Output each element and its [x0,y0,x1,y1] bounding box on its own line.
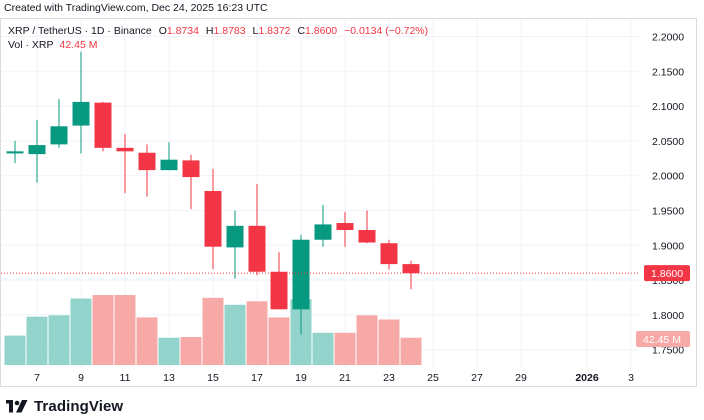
chart-frame [0,18,697,387]
axis-tags: 1.8600 42.45 M [636,265,690,347]
candle-body [270,271,288,310]
open-label: O [158,25,167,37]
volume-bar [4,335,26,365]
candle-body [248,225,266,272]
open-value: 1.8734 [166,25,199,37]
low-value: 1.8372 [258,25,291,37]
price-axis-tick: 1.9000 [652,240,684,252]
candle-body [182,160,200,178]
volume-bar [114,295,136,365]
volume-tag-label: 42.45 M [643,334,681,346]
last-price-tag-label: 1.8600 [651,268,683,280]
volume-bar [158,337,180,365]
volume-bar [356,315,378,365]
volume-bar [246,301,268,365]
candle-body [226,225,244,248]
candle-body [6,151,24,154]
candle-body [138,152,156,171]
time-axis-tick: 9 [78,372,84,384]
candle-body [314,224,332,240]
volume-bar [92,295,114,365]
volume-bar [312,332,334,365]
time-axis-tick: 21 [339,372,351,384]
ohlc-row: XRP / TetherUS · 1D · Binance O1.8734 H1… [8,24,428,38]
time-axis-tick: 2026 [575,372,599,384]
tradingview-logo[interactable]: TradingView [6,398,123,415]
volume-bar [378,319,400,365]
volume-bar [26,316,48,365]
price-axis-tick: 1.7500 [652,345,684,357]
price-axis[interactable]: 2.2000 2.1500 2.1000 2.0500 2.0000 1.9500 1.90… [652,32,684,357]
time-axis-tick: 11 [120,372,131,384]
price-axis-tick: 2.0000 [652,171,684,183]
last-price-tag [644,265,690,282]
chart-legend: XRP / TetherUS · 1D · Binance O1.8734 H1… [8,24,428,52]
time-axis[interactable]: 7 9 11 13 15 17 19 21 23 25 27 29 2026 3 [34,372,634,384]
close-label: C [297,25,306,37]
volume-bar [70,298,92,365]
time-axis-tick: 15 [207,372,219,384]
price-axis-tick: 1.8000 [652,310,684,322]
time-axis-tick: 25 [427,372,439,384]
candle-body [204,191,222,247]
candle-body [116,147,134,152]
candle-body [336,223,354,230]
candle-body [160,159,178,171]
tradingview-wordmark: TradingView [34,398,124,415]
high-label: H [205,25,214,37]
high-value: 1.8783 [213,25,246,37]
volume-bar [202,297,224,365]
volume-bar [136,317,158,365]
candle-body [72,101,90,126]
time-axis-tick: 13 [163,372,175,384]
candle-body [380,243,398,265]
candle-body [292,239,310,310]
price-axis-tick: 2.0500 [652,136,684,148]
time-axis-tick: 19 [295,372,307,384]
volume-label[interactable]: Vol · XRP [8,39,54,51]
volume-bar [268,317,290,365]
symbol-title[interactable]: XRP / TetherUS · 1D · Binance [8,25,152,37]
volume-bars [4,295,422,365]
candle-body [50,126,68,145]
time-axis-tick: 17 [251,372,263,384]
volume-bar [334,332,356,365]
change-value: −0.0134 (−0.72%) [344,25,429,37]
volume-bar [400,337,422,365]
volume-bar [224,304,246,365]
time-axis-tick: 7 [34,372,40,384]
price-axis-tick: 2.1500 [652,66,684,78]
candle-body [358,229,376,243]
volume-bar [48,315,70,365]
time-axis-tick: 23 [383,372,395,384]
time-axis-tick: 29 [515,372,527,384]
price-axis-tick: 2.1000 [652,101,684,113]
price-axis-tick: 1.9500 [652,206,684,218]
close-value: 1.8600 [305,25,338,37]
volume-bar [180,337,202,365]
candle-body [402,264,420,274]
volume-tag [636,331,690,347]
candles [6,51,420,335]
candle-body [28,145,46,155]
volume-value: 42.45 M [59,39,98,51]
created-with-text: Created with TradingView.com, Dec 24, 20… [4,2,268,14]
time-axis-tick: 3 [628,372,634,384]
tradingview-logo-icon [6,400,28,413]
volume-row: Vol · XRP 42.45 M [8,38,428,52]
time-axis-tick: 27 [471,372,483,384]
candle-body [94,102,112,148]
low-label: L [252,25,259,37]
price-axis-tick: 2.2000 [652,32,684,44]
